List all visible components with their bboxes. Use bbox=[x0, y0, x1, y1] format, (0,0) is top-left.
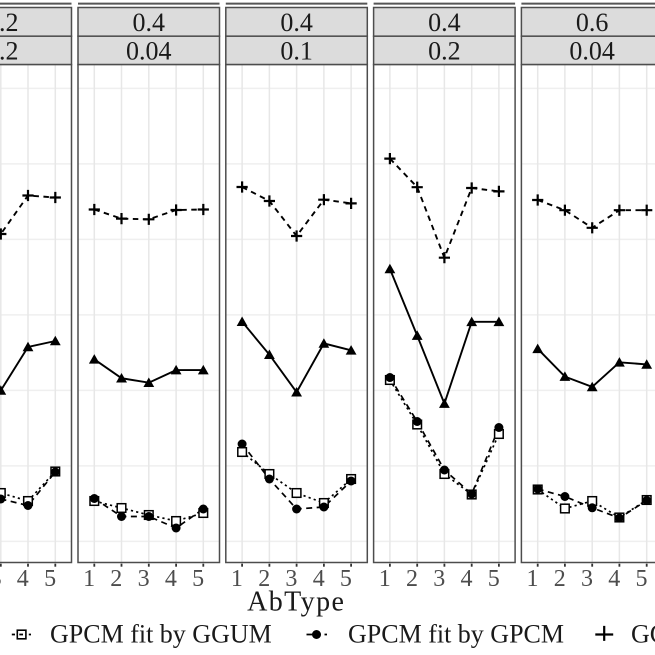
svg-text:4: 4 bbox=[313, 566, 325, 592]
svg-text:4: 4 bbox=[17, 566, 29, 592]
svg-text:AbType: AbType bbox=[247, 587, 345, 618]
svg-text:0.1: 0.1 bbox=[280, 37, 313, 66]
svg-text:3: 3 bbox=[581, 566, 593, 592]
svg-text:4: 4 bbox=[608, 566, 620, 592]
svg-text:0.2: 0.2 bbox=[428, 37, 461, 66]
svg-text:GPCM fit by GGUM: GPCM fit by GGUM bbox=[50, 620, 272, 649]
svg-text:0.6: 0.6 bbox=[576, 8, 609, 37]
svg-text:3: 3 bbox=[138, 566, 150, 592]
svg-text:2: 2 bbox=[110, 566, 122, 592]
svg-text:0.04: 0.04 bbox=[569, 37, 615, 66]
svg-text:0.04: 0.04 bbox=[126, 37, 172, 66]
svg-text:4: 4 bbox=[165, 566, 177, 592]
svg-text:5: 5 bbox=[488, 566, 500, 592]
svg-text:1: 1 bbox=[231, 566, 243, 592]
svg-text:3: 3 bbox=[0, 566, 2, 592]
svg-text:1: 1 bbox=[527, 566, 539, 592]
svg-text:5: 5 bbox=[44, 566, 56, 592]
svg-text:2: 2 bbox=[554, 566, 566, 592]
svg-text:0.2: 0.2 bbox=[0, 37, 18, 66]
svg-text:4: 4 bbox=[461, 566, 473, 592]
svg-text:5: 5 bbox=[192, 566, 204, 592]
svg-text:GGUM fit by GGUM: GGUM fit by GGUM bbox=[631, 620, 655, 649]
svg-text:3: 3 bbox=[285, 566, 297, 592]
svg-text:0.4: 0.4 bbox=[428, 8, 461, 37]
svg-text:3: 3 bbox=[433, 566, 445, 592]
svg-text:2: 2 bbox=[258, 566, 270, 592]
svg-text:0.4: 0.4 bbox=[280, 8, 313, 37]
svg-text:1: 1 bbox=[379, 566, 391, 592]
svg-text:GPCM fit by GPCM: GPCM fit by GPCM bbox=[348, 620, 564, 649]
svg-text:0.4: 0.4 bbox=[133, 8, 166, 37]
svg-text:1: 1 bbox=[83, 566, 95, 592]
svg-text:5: 5 bbox=[636, 566, 648, 592]
svg-text:5: 5 bbox=[340, 566, 352, 592]
svg-text:2: 2 bbox=[406, 566, 418, 592]
svg-text:0.2: 0.2 bbox=[0, 8, 18, 37]
